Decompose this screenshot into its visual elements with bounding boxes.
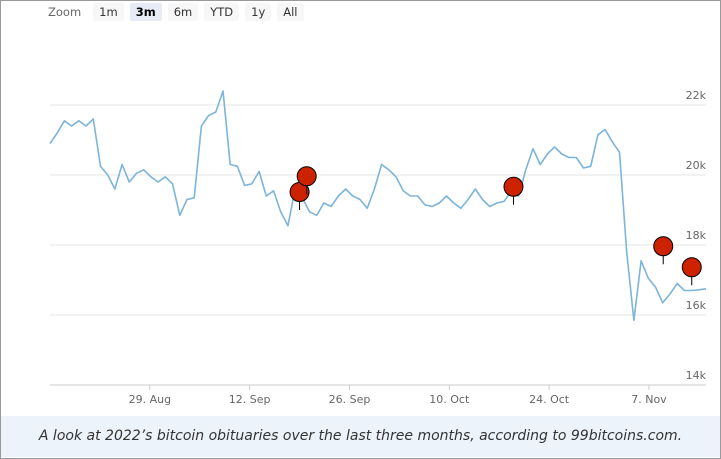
range-selector: Zoom 1m 3m 6m YTD 1y All: [48, 2, 304, 22]
zoom-button-3m[interactable]: 3m: [129, 3, 162, 21]
y-tick-label: 14k: [686, 369, 707, 382]
x-tick-label: 24. Oct: [529, 393, 570, 406]
y-tick-label: 20k: [686, 159, 707, 172]
zoom-button-ytd[interactable]: YTD: [204, 3, 240, 21]
zoom-label: Zoom: [48, 5, 82, 19]
x-tick-label: 26. Sep: [329, 393, 371, 406]
obituary-flag-marker: [681, 257, 702, 278]
zoom-button-6m[interactable]: 6m: [167, 3, 199, 21]
y-tick-label: 22k: [686, 89, 707, 102]
y-tick-label: 18k: [686, 229, 707, 242]
x-tick-label: 29. Aug: [129, 393, 171, 406]
obituary-flag-marker: [296, 166, 317, 187]
x-tick-label: 12. Sep: [229, 393, 271, 406]
zoom-button-1y[interactable]: 1y: [245, 3, 272, 21]
obituary-flag-marker: [503, 176, 524, 197]
x-tick-label: 10. Oct: [429, 393, 470, 406]
zoom-button-1m[interactable]: 1m: [93, 3, 124, 21]
obituary-flag-marker: [653, 236, 674, 257]
y-tick-label: 16k: [686, 299, 707, 312]
zoom-button-all[interactable]: All: [277, 3, 304, 21]
price-chart: 14k 16k 18k 20k 22k 29. Aug 12. Sep 26. Sep 10. …: [49, 89, 707, 406]
x-tick-label: 7. Nov: [631, 393, 667, 406]
figure-caption: A look at 2022’s bitcoin obituaries over…: [1, 416, 720, 457]
price-series-line: [49, 90, 707, 322]
